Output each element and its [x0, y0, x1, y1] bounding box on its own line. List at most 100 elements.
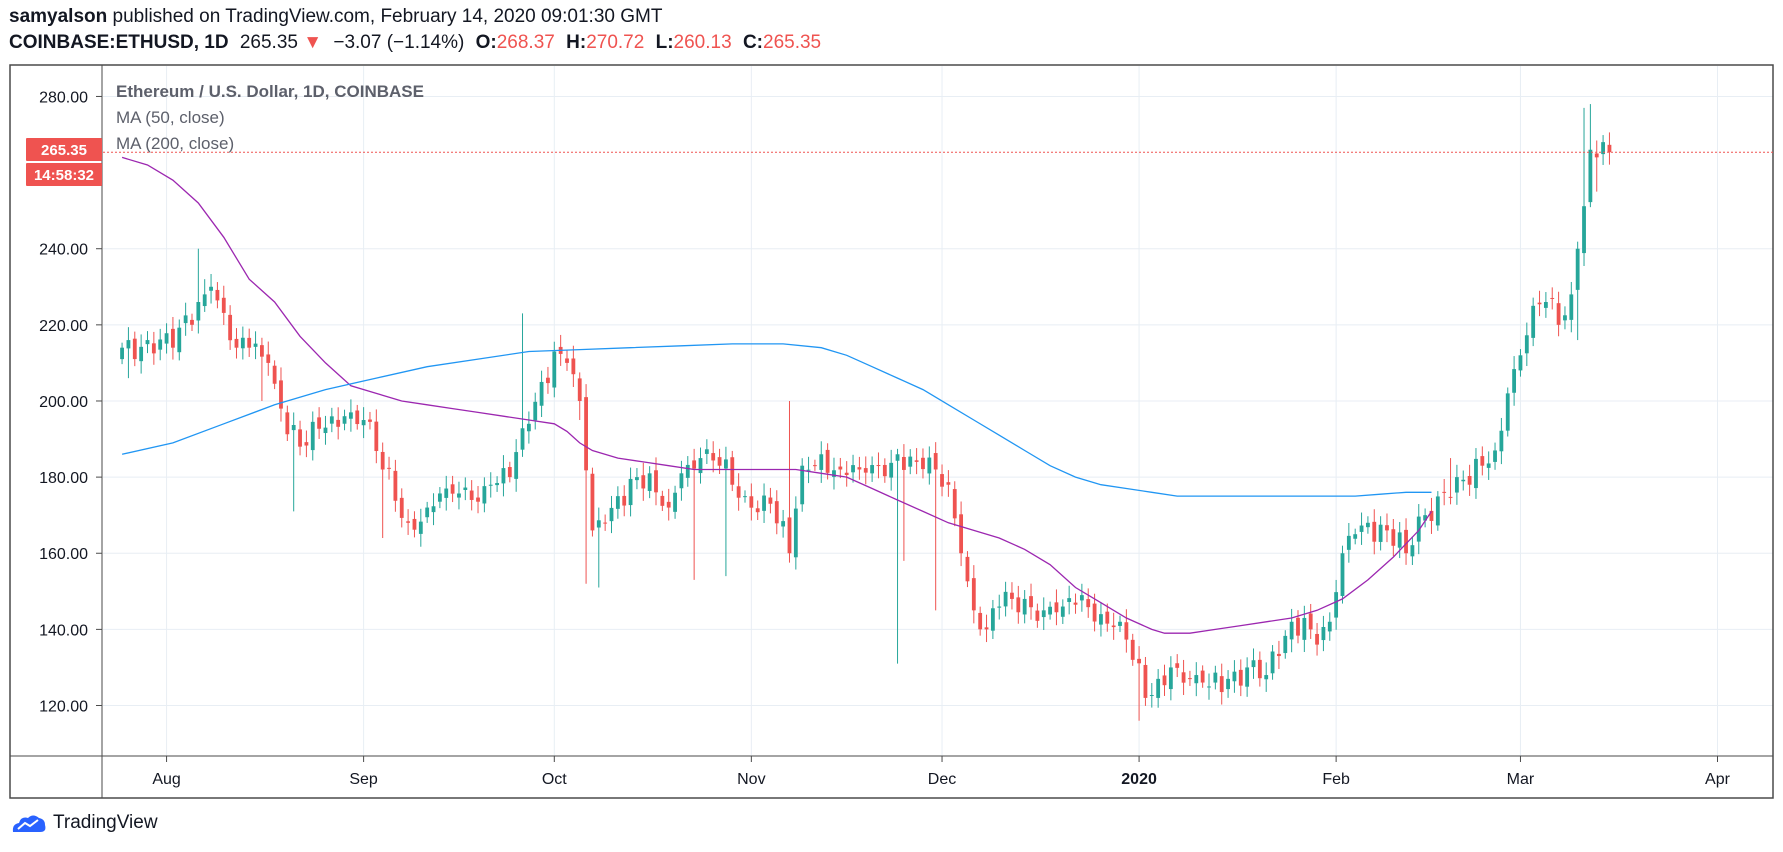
candle-body: [1156, 678, 1161, 698]
candle-body: [336, 419, 341, 427]
candle-body: [793, 508, 798, 558]
candle-body: [1537, 302, 1542, 305]
last-price-tag: 265.35: [41, 142, 87, 159]
candle-body: [1213, 672, 1218, 683]
candle-body: [933, 453, 938, 470]
candle-body: [914, 460, 919, 462]
candle-body: [1334, 592, 1339, 618]
y-tick-label: 160.00: [39, 546, 88, 563]
candle-body: [1340, 553, 1345, 596]
candle-body: [577, 378, 582, 401]
candle-body: [120, 347, 124, 360]
high-label: H:: [566, 32, 587, 53]
candle-body: [1124, 622, 1129, 640]
candle-body: [1283, 635, 1288, 654]
candle-body: [1499, 430, 1504, 452]
candle-body: [1035, 610, 1040, 621]
candle-body: [171, 328, 175, 348]
candle-body: [1524, 335, 1529, 354]
candle-body: [507, 467, 512, 478]
symbol-label: COINBASE:ETHUSD, 1D: [9, 32, 229, 53]
candle-body: [1308, 613, 1313, 630]
y-tick-label: 200.00: [39, 394, 88, 411]
candle-body: [158, 339, 163, 350]
ma50-line: [121, 156, 1433, 634]
legend-ma50[interactable]: MA (50, close): [116, 108, 225, 127]
candle-body: [240, 337, 245, 349]
price-change: −3.07 (−1.14%): [333, 32, 465, 53]
candle-body: [1168, 667, 1173, 690]
author-name[interactable]: samyalson: [9, 6, 108, 27]
candle-body: [1397, 532, 1402, 548]
candle-body: [825, 449, 830, 473]
candle-body: [374, 421, 379, 452]
candle-body: [641, 475, 646, 489]
candle-body: [546, 377, 550, 384]
high-value: 270.72: [586, 32, 645, 53]
candle-body: [1461, 479, 1466, 482]
candle-body: [851, 465, 855, 473]
candle-body: [329, 416, 334, 424]
candle-body: [476, 497, 480, 502]
candle-body: [279, 380, 283, 409]
x-tick-label: Apr: [1705, 771, 1731, 788]
candle-body: [355, 410, 360, 425]
candle-body: [978, 612, 983, 630]
candle-body: [1079, 595, 1084, 601]
candle-body: [1429, 510, 1434, 521]
candle-body: [1264, 675, 1269, 680]
candle-body: [380, 451, 385, 470]
candle-body: [1594, 153, 1599, 158]
candle-body: [603, 522, 608, 524]
candle-body: [1346, 535, 1351, 550]
candle-body: [1207, 686, 1211, 688]
price-axis[interactable]: 280.00 240.00 220.00 200.00 180.00 160.00 140.…: [39, 89, 102, 716]
candle-body: [1505, 393, 1510, 431]
candle-body: [571, 358, 576, 375]
open-label: O:: [475, 32, 497, 53]
candle-body: [1423, 515, 1428, 521]
candle-body: [622, 495, 627, 506]
candle-body: [190, 319, 194, 325]
candle-body: [164, 333, 169, 344]
candle-body: [628, 478, 633, 506]
candle-body: [298, 429, 302, 447]
x-tick-label: 2020: [1121, 771, 1157, 788]
candle-body: [654, 470, 658, 493]
candle-body: [660, 495, 665, 506]
chart-frame: [9, 64, 1774, 799]
candle-body: [1359, 525, 1364, 532]
candle-body: [743, 496, 747, 498]
candle-body: [1257, 659, 1262, 679]
x-tick-label: Mar: [1507, 771, 1535, 788]
legend-ma200[interactable]: MA (200, close): [116, 134, 234, 153]
candle-body: [895, 454, 900, 461]
candle-body: [1143, 664, 1148, 698]
candle-body: [774, 501, 779, 524]
x-tick-label: Aug: [152, 771, 180, 788]
candle-body: [139, 346, 144, 362]
down-arrow-icon: ▼: [303, 32, 323, 53]
candle-body: [946, 482, 951, 485]
candle-body: [1302, 617, 1307, 640]
candle-body: [1569, 294, 1574, 320]
candle-body: [921, 457, 925, 470]
candle-body: [1099, 614, 1103, 625]
candle-body: [463, 487, 468, 490]
tradingview-branding[interactable]: TradingView: [10, 812, 158, 834]
candle-body: [838, 466, 843, 470]
moving-averages: [121, 156, 1433, 634]
candle-body: [927, 457, 932, 474]
candle-body: [1550, 297, 1555, 299]
candle-body: [882, 464, 887, 477]
candle-body: [501, 468, 506, 484]
candle-body: [260, 345, 264, 357]
time-axis[interactable]: Aug Sep Oct Nov Dec 2020 Feb Mar Apr: [152, 756, 1731, 788]
x-tick-label: Feb: [1322, 771, 1350, 788]
y-tick-label: 280.00: [39, 89, 88, 106]
candle-body: [1563, 315, 1567, 321]
candle-body: [762, 495, 766, 511]
candle-body: [1327, 621, 1332, 632]
y-tick-label: 140.00: [39, 622, 88, 639]
